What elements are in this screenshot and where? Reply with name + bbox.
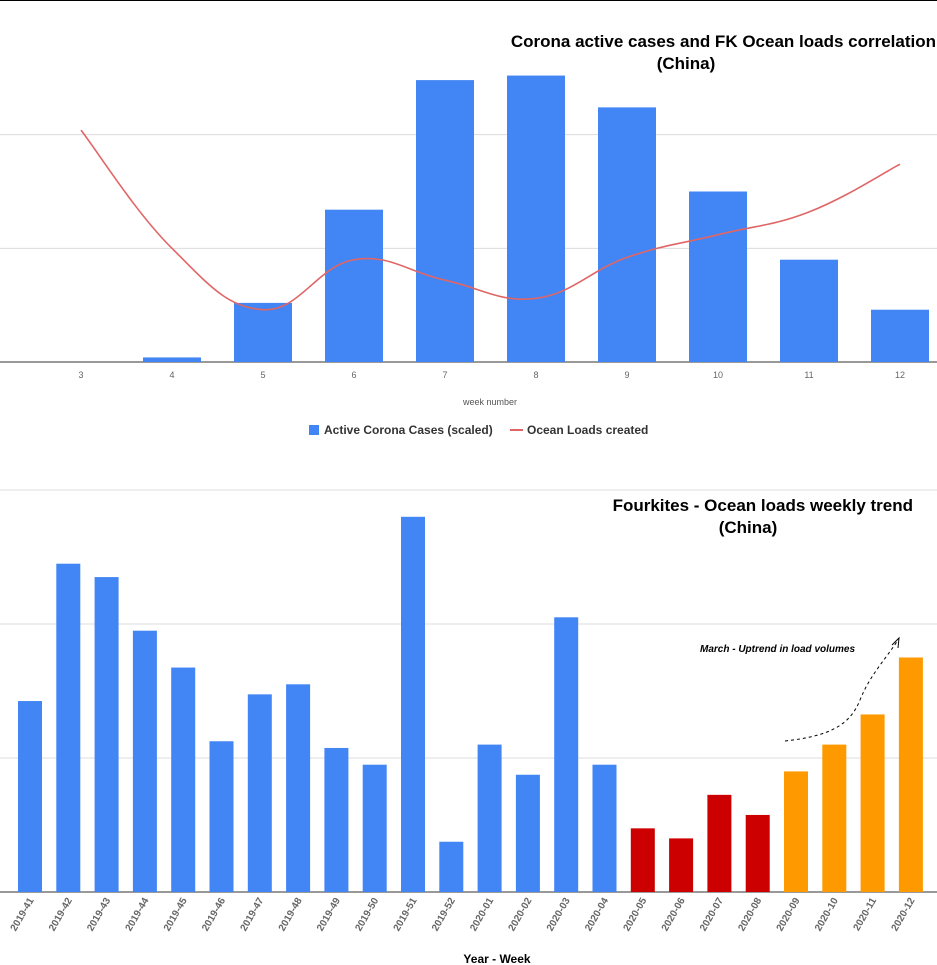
bar [507,75,565,362]
x-tick-label: 9 [624,370,629,380]
x-tick-label: 2019-50 [353,896,381,934]
bar [630,828,655,892]
legend-swatch-bar [309,425,319,435]
bar [234,302,292,362]
bar [822,744,847,892]
bar [780,259,838,362]
bar [898,657,923,892]
x-tick-label: 2019-41 [9,896,37,934]
x-tick-label: 2020-09 [775,896,803,934]
x-tick-label: 4 [169,370,174,380]
x-tick-label: 2019-48 [277,896,305,934]
x-tick-label: 6 [351,370,356,380]
weekly-trend-chart-svg: 2019-41 2019-42 2019-43 2019-44 2019-45 2019-… [0,489,937,965]
chart-subtitle: (China) [719,518,778,537]
annotation-arrowhead [891,636,900,649]
x-tick-label: 2019-43 [85,896,113,934]
x-tick-label: 2020-07 [698,896,726,934]
x-tick-label: 2020-01 [468,896,496,934]
x-tick-label: 2020-06 [660,896,688,934]
bar [209,741,234,892]
bar [598,107,656,363]
x-tick-labels: 2019-41 2019-42 2019-43 2019-44 2019-45 2019-… [9,896,918,934]
x-tick-label: 2020-02 [507,896,535,934]
chart-subtitle: (China) [657,54,716,73]
legend-label-line: Ocean Loads created [527,423,648,437]
bar [707,794,732,892]
x-tick-label: 2019-49 [315,896,343,934]
x-tick-label: 2019-47 [239,896,267,934]
bar [554,617,579,892]
bar [401,516,425,892]
x-tick-label: 2020-12 [890,896,918,934]
x-tick-label: 11 [804,370,813,380]
x-tick-label: 2020-05 [622,896,650,934]
bar [56,563,81,892]
x-tick-label: 2019-45 [162,896,190,934]
bar [416,80,474,363]
bar [324,747,349,892]
chart-panel-weekly-trend: 2019-41 2019-42 2019-43 2019-44 2019-45 2019-… [0,460,937,965]
legend: Active Corona Cases (scaled) Ocean Loads… [309,423,648,437]
bar [592,764,617,892]
x-tick-label: 7 [442,370,447,380]
bar-series-ocean-loads [18,516,923,892]
annotation-text: March - Uptrend in load volumes [700,644,855,655]
x-tick-label: 3 [78,370,83,380]
chart-panel-correlation: 3 4 5 6 7 8 9 10 11 12 Corona active cases and FK… [0,0,937,458]
x-tick-label: 2019-52 [430,896,458,934]
x-tick-label: 2019-42 [47,896,75,934]
bar [871,309,929,362]
x-tick-label: 2020-08 [736,896,764,934]
bar [18,701,42,892]
annotation-arrow [784,639,899,742]
bar [132,630,157,892]
bar [689,191,747,362]
bar [247,694,272,892]
legend-label-bar: Active Corona Cases (scaled) [324,423,493,437]
bar-series-active-cases [143,75,929,363]
x-tick-label: 8 [533,370,538,380]
bar [439,841,464,892]
x-tick-label: 2019-44 [124,896,152,934]
x-tick-label: 2020-11 [852,896,880,933]
x-axis-label: week number [462,397,517,407]
bar [745,814,770,892]
correlation-chart-svg: 3 4 5 6 7 8 9 10 11 12 Corona active cases and FK… [0,32,937,437]
x-tick-label: 12 [895,370,905,380]
x-tick-labels: 3 4 5 6 7 8 9 10 11 12 [78,370,905,380]
x-tick-label: 10 [713,370,723,380]
line-series-ocean-loads [80,129,901,311]
bar [477,744,502,892]
bar [362,764,387,892]
bar [171,667,196,892]
x-tick-label: 2019-51 [392,896,420,934]
x-tick-label: 2020-04 [583,896,611,934]
x-tick-label: 2019-46 [200,896,228,934]
bar [94,577,119,892]
x-tick-label: 5 [260,370,265,380]
bar [860,714,885,892]
bar [784,771,808,892]
bar [325,209,383,362]
bar [286,684,311,892]
chart-title: Corona active cases and FK Ocean loads c… [511,32,936,51]
bar [669,838,694,892]
x-tick-label: 2020-10 [813,896,841,934]
bar [143,357,201,362]
x-tick-label: 2020-03 [545,896,573,934]
chart-title: Fourkites - Ocean loads weekly trend [613,496,913,515]
x-axis-label: Year - Week [463,952,530,965]
bar [515,774,540,892]
